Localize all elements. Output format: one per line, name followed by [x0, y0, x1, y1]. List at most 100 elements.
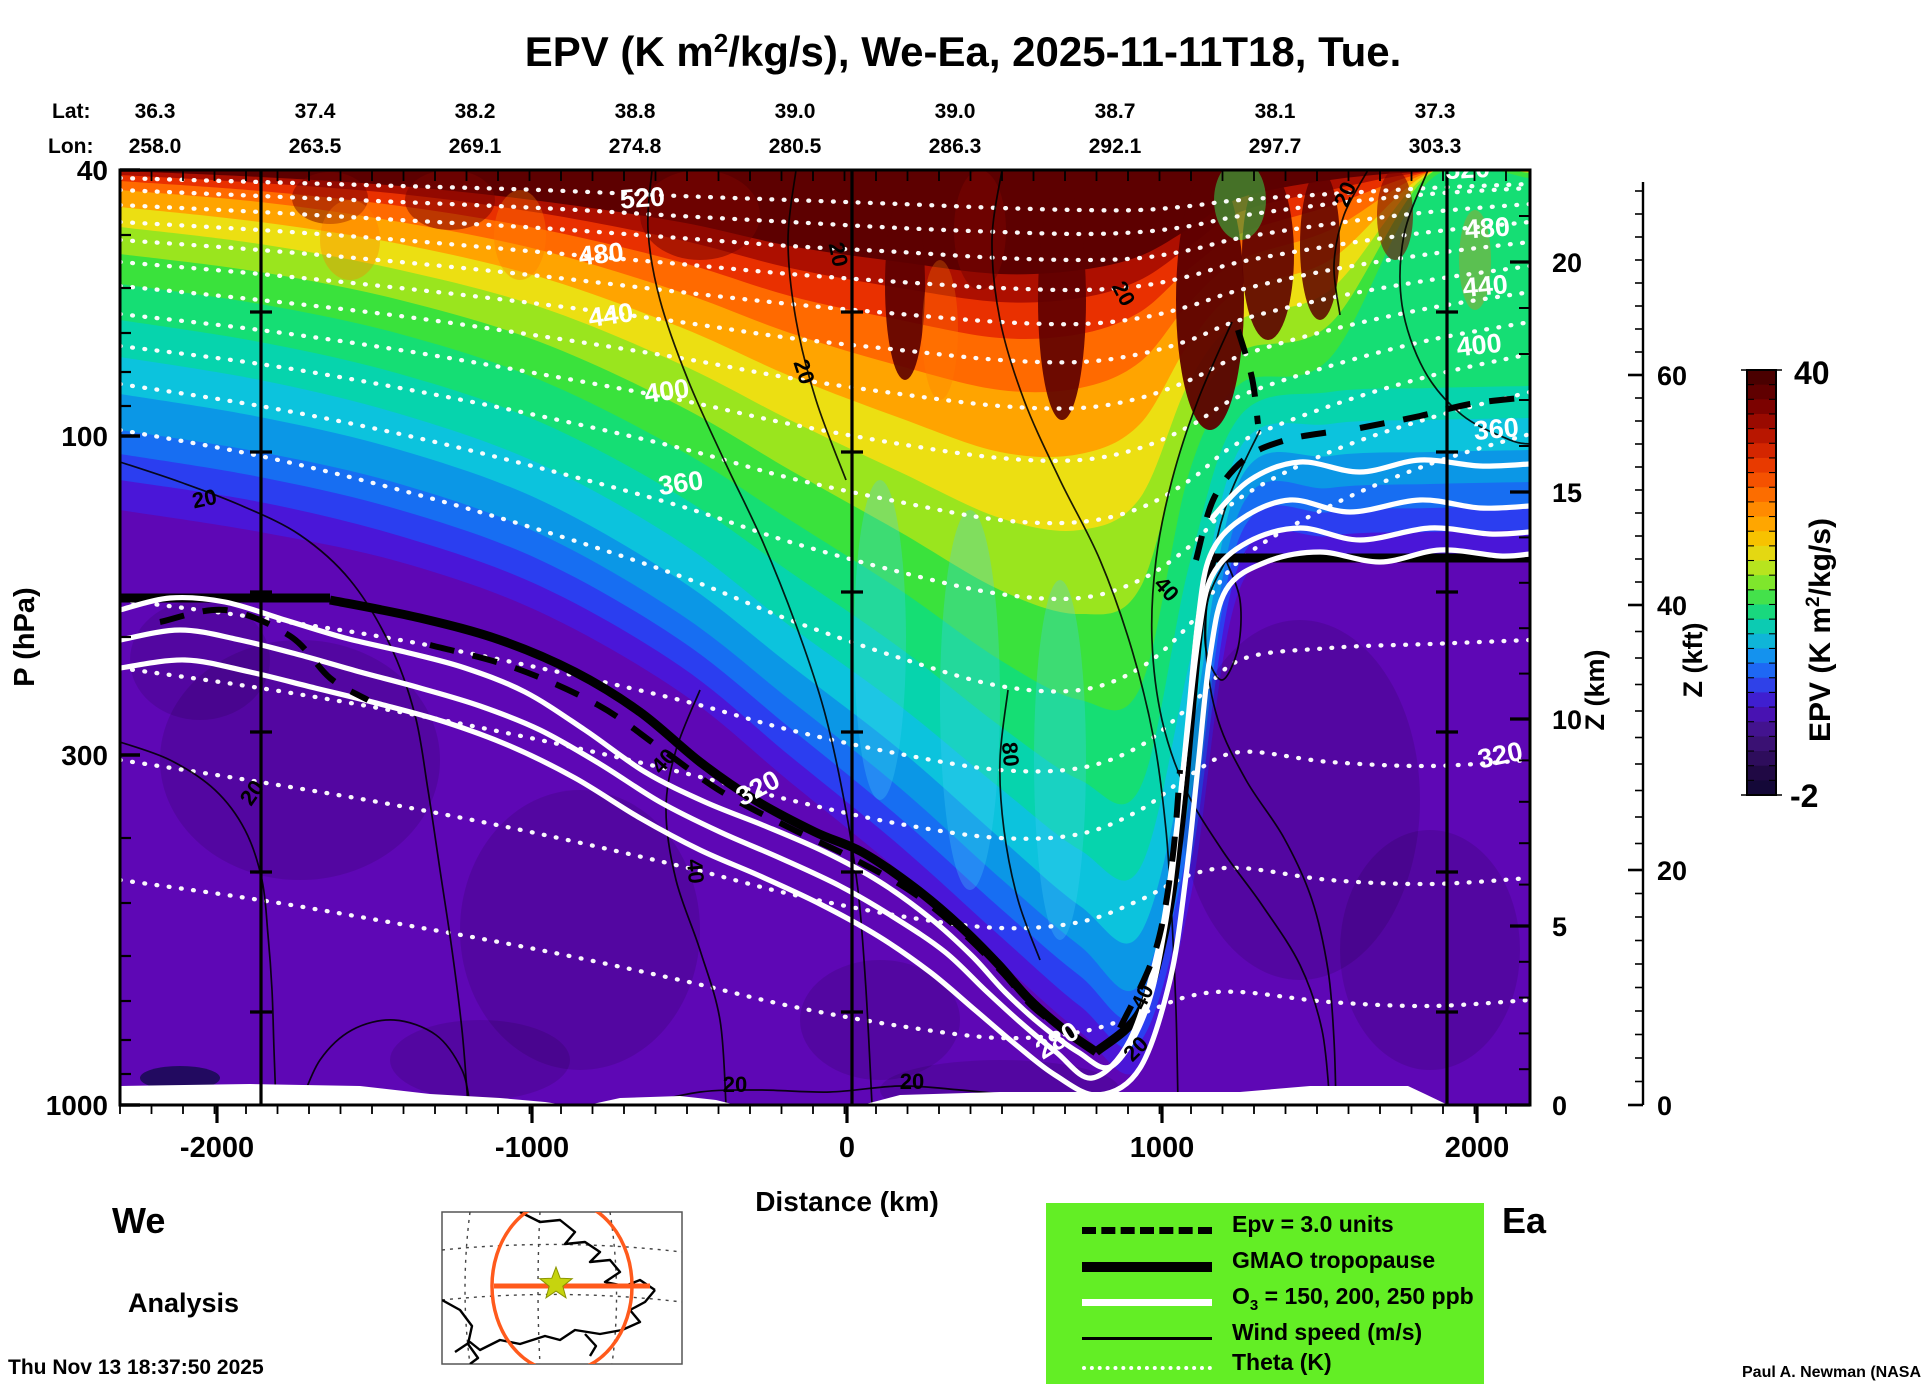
svg-text:360: 360 — [656, 465, 705, 501]
lat-value: 36.3 — [134, 100, 176, 123]
wind-line-swatch — [1082, 1337, 1212, 1340]
lon-value: 292.1 — [1088, 135, 1142, 158]
svg-text:400: 400 — [642, 373, 691, 409]
legend-item-wind: Wind speed (m/s) — [1046, 1319, 1484, 1355]
lat-value: 38.2 — [454, 100, 496, 123]
lat-value: 39.0 — [934, 100, 976, 123]
svg-text:15: 15 — [1552, 478, 1582, 508]
colorbar-max-label: 40 — [1794, 355, 1830, 391]
colorbar: 40 -2 EPV (K m2/kg/s) — [1741, 355, 1837, 814]
map-inset-content — [442, 1212, 682, 1364]
title-pre: EPV (K m — [524, 28, 714, 75]
x-axis-title: Distance (km) — [755, 1186, 939, 1217]
east-endpoint-label: Ea — [1502, 1200, 1547, 1241]
svg-text:40: 40 — [77, 155, 108, 186]
lon-row-label: Lon: — [48, 135, 94, 158]
map-location-star — [538, 1265, 574, 1299]
epv3-dashed-contours — [159, 329, 1521, 1037]
lat-value: 38.7 — [1094, 100, 1136, 123]
lat-value: 39.0 — [774, 100, 816, 123]
svg-text:-1000: -1000 — [495, 1132, 569, 1164]
svg-text:300: 300 — [61, 740, 108, 771]
lat-value: 38.1 — [1254, 100, 1296, 123]
legend-item-label: Wind speed (m/s) — [1232, 1319, 1423, 1345]
surface-strip — [120, 1084, 1448, 1105]
svg-text:520: 520 — [1444, 153, 1491, 185]
svg-text:20: 20 — [1657, 856, 1687, 886]
lat-value: 38.8 — [614, 100, 656, 123]
legend: Epv = 3.0 units GMAO tropopause O3 = 150… — [1046, 1203, 1484, 1384]
ozone-label-sub: 3 — [1249, 1297, 1259, 1314]
svg-text:20: 20 — [723, 1072, 747, 1097]
svg-text:440: 440 — [586, 297, 635, 333]
legend-item-label: Epv = 3.0 units — [1232, 1211, 1394, 1237]
svg-text:440: 440 — [1461, 269, 1509, 303]
svg-text:80: 80 — [997, 741, 1024, 768]
svg-text:20: 20 — [824, 240, 854, 269]
svg-text:Z (km): Z (km) — [1580, 650, 1610, 731]
lat-value: 37.3 — [1414, 100, 1456, 123]
page-title: EPV (K m2/kg/s), We-Ea, 2025-11-11T18, T… — [0, 28, 1926, 76]
svg-text:40: 40 — [682, 858, 709, 885]
svg-text:1000: 1000 — [1130, 1132, 1195, 1164]
ozone-contours — [120, 457, 1530, 1098]
svg-text:360: 360 — [1472, 412, 1520, 446]
lon-value: 263.5 — [288, 135, 342, 158]
svg-text:20: 20 — [190, 484, 219, 514]
ozone-label-pre: O — [1232, 1283, 1250, 1309]
svg-text:400: 400 — [1455, 328, 1503, 363]
svg-text:20: 20 — [1552, 248, 1582, 278]
colorbar-min-label: -2 — [1790, 778, 1818, 814]
credit-label: Paul A. Newman (NASA — [1742, 1364, 1921, 1381]
lon-value: 286.3 — [928, 135, 982, 158]
analysis-label: Analysis — [128, 1288, 240, 1318]
legend-item-epv3: Epv = 3.0 units — [1046, 1211, 1484, 1247]
lat-row-label: Lat: — [52, 100, 91, 123]
svg-text:2000: 2000 — [1445, 1132, 1510, 1164]
title-sup: 2 — [713, 28, 729, 58]
lon-value: 269.1 — [448, 135, 502, 158]
ozone-label-post: = 150, 200, 250 ppb — [1258, 1283, 1474, 1309]
svg-text:480: 480 — [577, 237, 625, 272]
svg-text:P (hPa): P (hPa) — [9, 587, 41, 686]
legend-item-ozone: O3 = 150, 200, 250 ppb — [1046, 1283, 1484, 1319]
svg-text:100: 100 — [61, 421, 108, 452]
map-inset — [441, 1211, 683, 1365]
svg-text:0: 0 — [1552, 1091, 1567, 1121]
ozone-line-swatch — [1082, 1299, 1212, 1306]
lon-value: 258.0 — [128, 135, 182, 158]
colorbar-title: EPV (K m2/kg/s) — [1803, 518, 1837, 742]
svg-text:60: 60 — [1657, 361, 1687, 391]
svg-text:40: 40 — [1657, 591, 1687, 621]
lon-value: 297.7 — [1248, 135, 1302, 158]
epv3-dashed-line-swatch — [1082, 1227, 1212, 1234]
waypoint-marker-lines — [250, 170, 1458, 1105]
legend-item-theta: Theta (K) — [1046, 1349, 1484, 1385]
svg-text:10: 10 — [1552, 705, 1582, 735]
theta-line-swatch — [1082, 1366, 1212, 1370]
epv-filled-field — [120, 170, 1530, 1105]
svg-text:5: 5 — [1552, 912, 1567, 942]
svg-text:0: 0 — [1657, 1091, 1672, 1121]
svg-text:1000: 1000 — [46, 1090, 108, 1121]
contour-labels: 5204804404003603202805204804404003603202… — [190, 153, 1525, 1097]
svg-text:Z (kft): Z (kft) — [1678, 623, 1708, 698]
legend-item-tropopause: GMAO tropopause — [1046, 1247, 1484, 1283]
west-endpoint-label: We — [112, 1200, 166, 1241]
lon-value: 274.8 — [608, 135, 662, 158]
lat-value: 37.4 — [294, 100, 336, 123]
lon-value: 280.5 — [768, 135, 822, 158]
svg-text:480: 480 — [1464, 211, 1511, 244]
lon-value: 303.3 — [1408, 135, 1462, 158]
legend-item-label: O3 = 150, 200, 250 ppb — [1232, 1283, 1474, 1314]
svg-text:-2000: -2000 — [180, 1132, 254, 1164]
tropopause-line-swatch — [1082, 1262, 1212, 1272]
title-post: /kg/s), We-Ea, 2025-11-11T18, Tue. — [728, 28, 1402, 75]
legend-item-label: GMAO tropopause — [1232, 1247, 1436, 1273]
svg-text:0: 0 — [839, 1132, 855, 1164]
legend-item-label: Theta (K) — [1232, 1349, 1332, 1375]
svg-text:20: 20 — [900, 1069, 924, 1094]
